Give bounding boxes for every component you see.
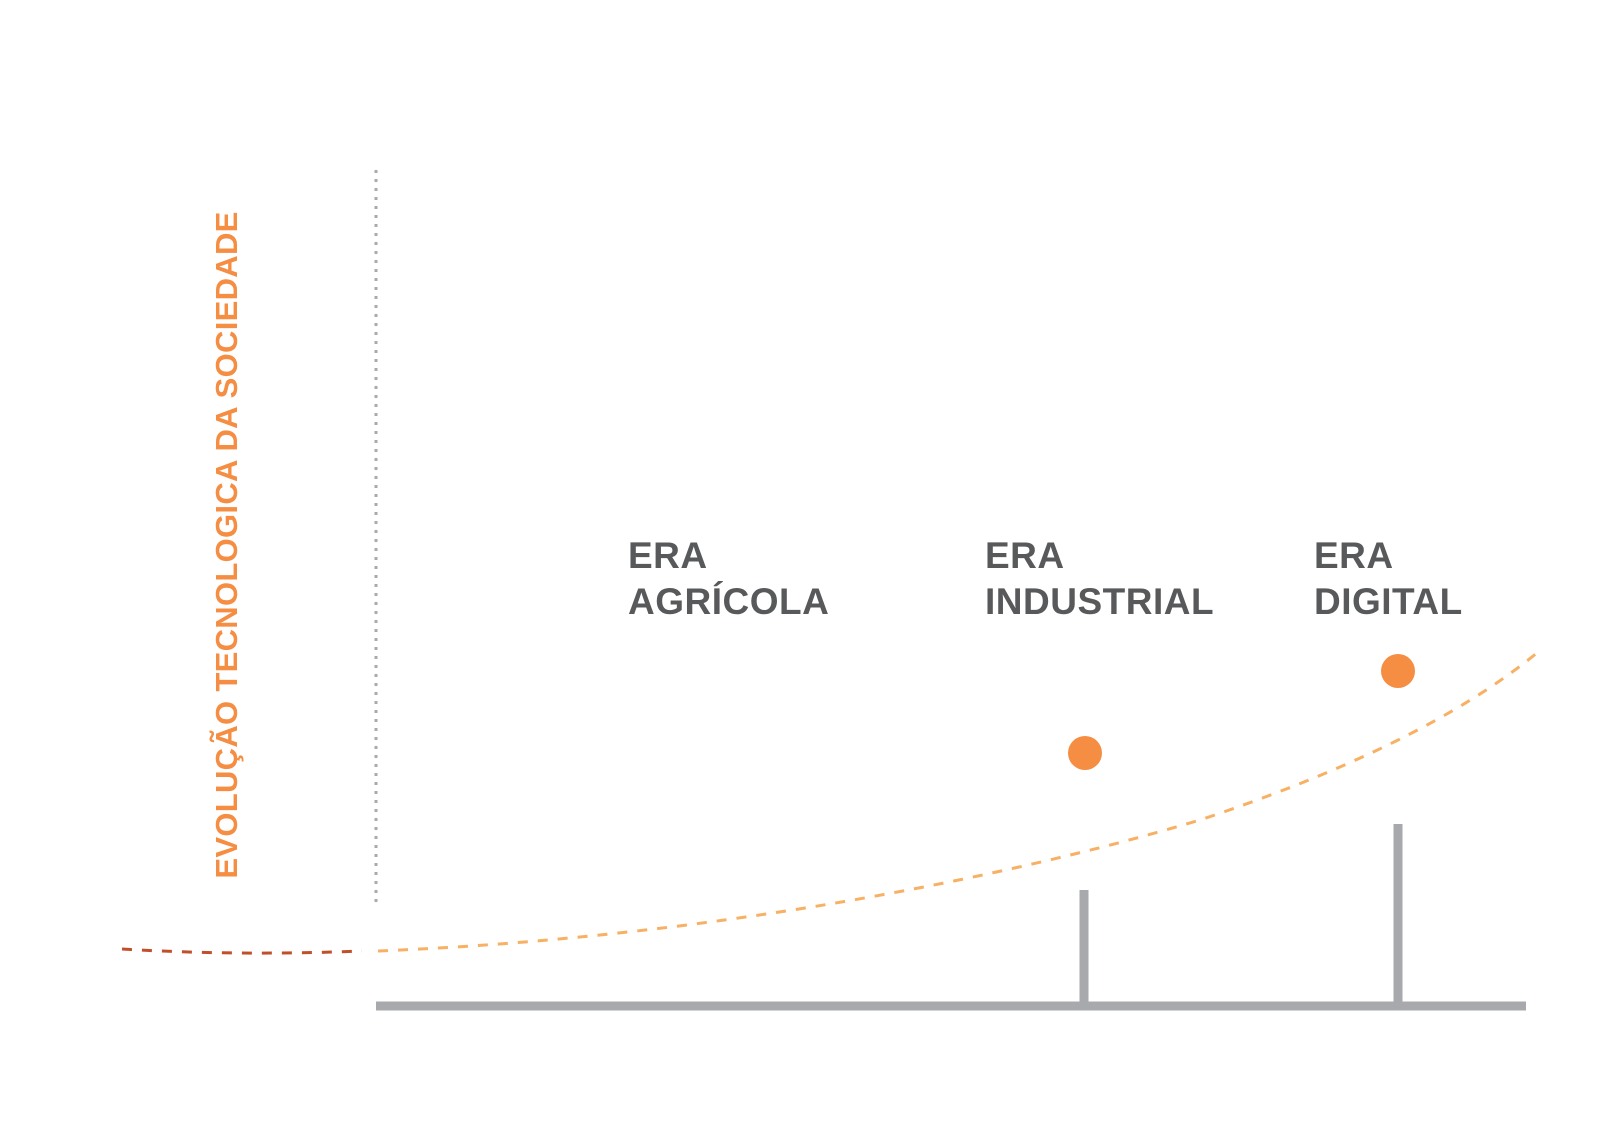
industrial-era-marker <box>1068 736 1102 770</box>
era-label-digital: ERA DIGITAL <box>1314 533 1463 625</box>
growth-curve-early-segment <box>121 947 363 955</box>
era-digital-line2: DIGITAL <box>1314 581 1463 622</box>
growth-curve-main-segment <box>377 650 1539 953</box>
era-label-agricola: ERA AGRÍCOLA <box>628 533 829 625</box>
era-label-industrial: ERA INDUSTRIAL <box>985 533 1214 625</box>
era-agricola-line1: ERA <box>628 535 708 576</box>
y-axis-title: EVOLUÇÃO TECNOLOGICA DA SOCIEDADE <box>209 211 244 879</box>
era-agricola-line2: AGRÍCOLA <box>628 581 830 622</box>
digital-era-marker <box>1381 654 1415 688</box>
era-industrial-line1: ERA <box>985 535 1065 576</box>
era-digital-line1: ERA <box>1314 535 1394 576</box>
era-industrial-line2: INDUSTRIAL <box>985 581 1215 622</box>
